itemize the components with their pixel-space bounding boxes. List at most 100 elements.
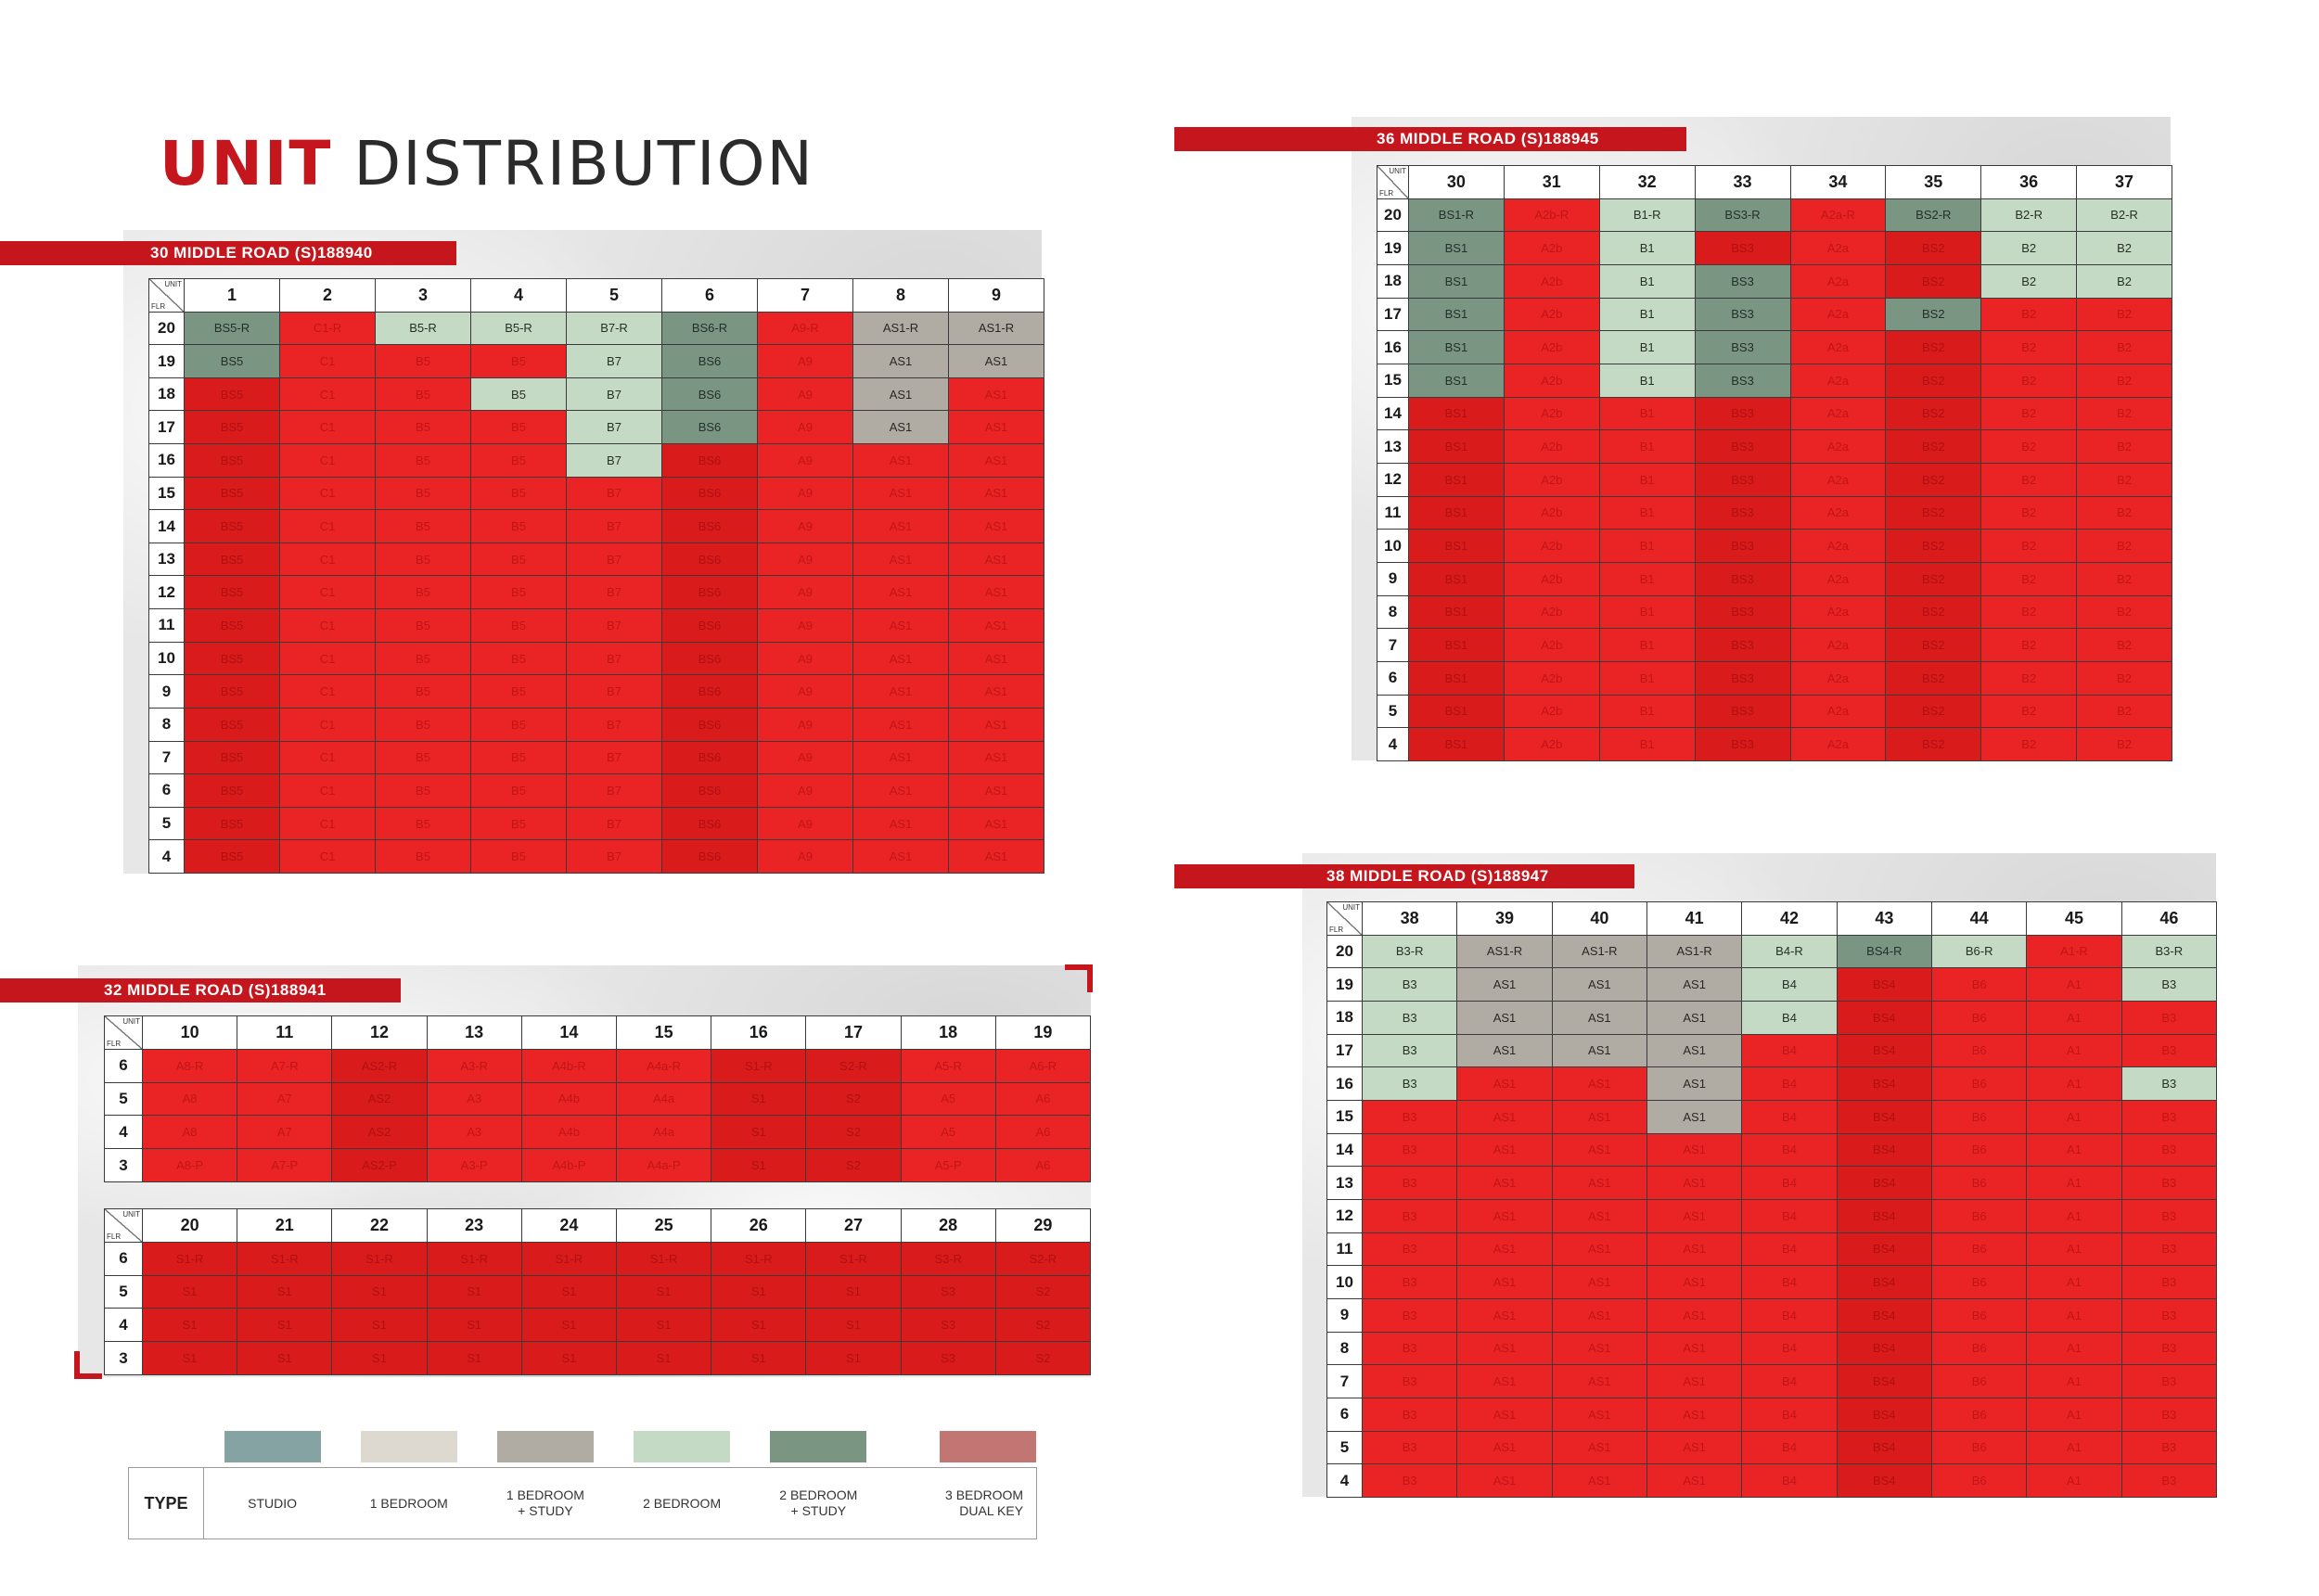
- unit-cell: B2: [1981, 397, 2077, 430]
- unit-column-header: 17: [806, 1016, 901, 1049]
- floor-row-header: 13: [149, 543, 184, 576]
- unit-cell: B5: [376, 675, 470, 708]
- unit-cell: B4: [1742, 1167, 1837, 1199]
- unit-cell: AS1: [949, 609, 1044, 642]
- unit-cell: S2: [806, 1149, 901, 1181]
- unit-cell: B4: [1742, 1431, 1837, 1464]
- unit-cell: BS2: [1886, 364, 1981, 397]
- unit-cell: AS1: [853, 345, 948, 377]
- unit-cell: BS4: [1837, 1464, 1931, 1497]
- unit-cell: BS4: [1837, 1101, 1931, 1133]
- floor-row-header: 12: [1377, 464, 1408, 496]
- unit-cell: B5: [376, 576, 470, 609]
- unit-cell: S1: [237, 1275, 332, 1309]
- unit-cell: B3: [2121, 1365, 2216, 1398]
- unit-cell: A2a: [1790, 595, 1886, 629]
- floor-row-header: 10: [1377, 530, 1408, 562]
- unit-column-header: 32: [1599, 166, 1695, 198]
- unit-cell: AS1: [853, 642, 948, 675]
- unit-cell: BS3: [1695, 728, 1790, 760]
- floor-row-header: 3: [105, 1149, 142, 1181]
- unit-cell: A8-R: [143, 1049, 237, 1082]
- unit-cell: B5: [471, 377, 566, 411]
- unit-cell: BS5: [185, 708, 279, 741]
- unit-cell: A4b-P: [521, 1149, 616, 1181]
- unit-cell: BS6: [662, 510, 757, 543]
- unit-cell: BS4: [1837, 1266, 1931, 1298]
- unit-cell: A2b: [1504, 629, 1599, 661]
- unit-column-header: 37: [2077, 166, 2172, 198]
- unit-cell: AS1: [1552, 1133, 1646, 1167]
- unit-cell: B1: [1599, 695, 1695, 728]
- unit-cell: A7: [237, 1116, 332, 1149]
- floor-row-header: 8: [1377, 595, 1408, 629]
- unit-cell: B2-R: [2077, 198, 2172, 232]
- unit-cell: A9: [758, 840, 852, 873]
- unit-cell: AS1: [1552, 1101, 1646, 1133]
- floor-row-header: 19: [149, 345, 184, 377]
- unit-cell: BS4: [1837, 1034, 1931, 1067]
- corner-unit-label: UNIT: [164, 280, 182, 288]
- unit-cell: BS6: [662, 543, 757, 576]
- unit-cell: B2: [1981, 595, 2077, 629]
- unit-cell: A5: [901, 1082, 995, 1116]
- unit-column-header: 3: [376, 279, 470, 312]
- unit-cell: BS1: [1409, 595, 1504, 629]
- floor-row-header: 12: [1327, 1200, 1362, 1232]
- unit-cell: AS1: [853, 444, 948, 477]
- unit-cell: B2: [1981, 662, 2077, 695]
- floor-row-header: 4: [149, 840, 184, 873]
- unit-cell: A2a: [1790, 563, 1886, 595]
- unit-cell: BS1: [1409, 331, 1504, 364]
- unit-cell: AS1: [853, 411, 948, 444]
- unit-cell: AS1: [853, 708, 948, 741]
- unit-cell: B2-R: [1981, 198, 2077, 232]
- unit-cell: A2a: [1790, 629, 1886, 661]
- unit-cell: AS1: [1647, 1232, 1742, 1266]
- unit-cell: B1: [1599, 464, 1695, 496]
- unit-cell: BS5: [185, 411, 279, 444]
- unit-cell: A6: [995, 1149, 1090, 1181]
- unit-cell: B7-R: [567, 312, 661, 345]
- unit-cell: AS1: [853, 510, 948, 543]
- unit-cell: AS1: [1647, 1200, 1742, 1232]
- block-36-name: 36 MIDDLE ROAD (S)188945: [1377, 130, 1599, 147]
- unit-cell: B1: [1599, 364, 1695, 397]
- unit-cell: A4a: [616, 1082, 711, 1116]
- unit-cell: AS1: [1457, 1431, 1552, 1464]
- unit-cell: BS4: [1837, 1299, 1931, 1332]
- corner-unit-floor-cell: UNIT FLR: [1327, 902, 1362, 935]
- unit-cell: A3: [427, 1116, 521, 1149]
- unit-cell: A1: [2027, 1431, 2121, 1464]
- unit-cell: B2: [1981, 530, 2077, 562]
- unit-cell: B4: [1742, 1002, 1837, 1034]
- unit-cell: AS1: [949, 543, 1044, 576]
- unit-cell: B2: [1981, 728, 2077, 760]
- floor-row-header: 5: [105, 1275, 142, 1309]
- unit-cell: A1: [2027, 1133, 2121, 1167]
- unit-column-header: 34: [1790, 166, 1886, 198]
- unit-cell: B5-R: [376, 312, 470, 345]
- legend-swatch-1-bedroom-study: [496, 1431, 594, 1462]
- unit-cell: BS6-R: [662, 312, 757, 345]
- unit-cell: AS1: [853, 477, 948, 510]
- unit-column-header: 13: [427, 1016, 521, 1049]
- unit-cell: BS3: [1695, 595, 1790, 629]
- unit-cell: B5: [376, 840, 470, 873]
- corner-unit-floor-cell: UNIT FLR: [105, 1016, 142, 1049]
- unit-cell: A8: [143, 1116, 237, 1149]
- unit-cell: B2: [2077, 464, 2172, 496]
- unit-cell: BS2: [1886, 298, 1981, 331]
- unit-cell: BS6: [662, 444, 757, 477]
- unit-cell: A9: [758, 444, 852, 477]
- unit-cell: S1: [806, 1342, 901, 1374]
- unit-cell: BS6: [662, 477, 757, 510]
- legend-label: STUDIO: [248, 1495, 298, 1511]
- block-30-name: 30 MIDDLE ROAD (S)188940: [150, 244, 373, 262]
- unit-cell: AS1: [853, 576, 948, 609]
- floor-row-header: 5: [1377, 695, 1408, 728]
- floor-row-header: 16: [1377, 331, 1408, 364]
- unit-cell: S1-R: [711, 1049, 806, 1082]
- unit-cell: B6: [1932, 1133, 2027, 1167]
- unit-cell: AS1: [1552, 1398, 1646, 1431]
